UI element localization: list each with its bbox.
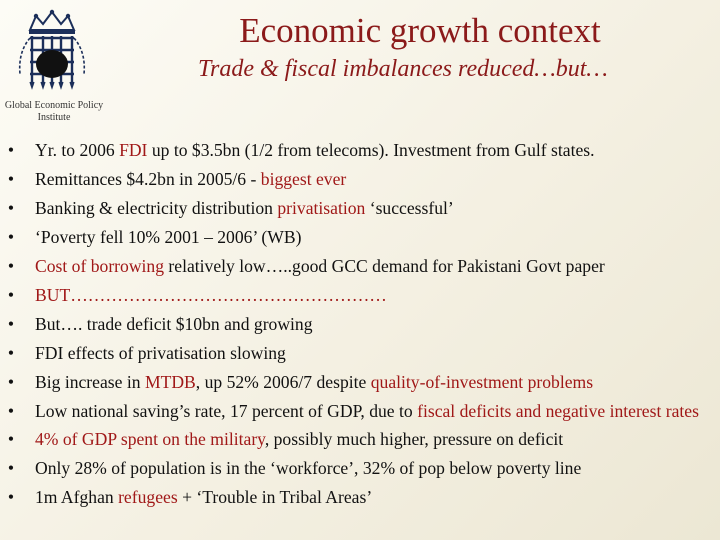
bullet-item: • Banking & electricity distribution priv…	[0, 197, 720, 219]
bullet-dot-icon: •	[7, 487, 15, 507]
bullet-text: Big increase in	[35, 372, 145, 392]
highlighted-text: quality-of-investment problems	[370, 372, 594, 392]
bullet-text: Only 28% of population is in the ‘workfo…	[35, 458, 582, 478]
bullet-item: • ‘Poverty fell 10% 2001 – 2006’ (WB)	[0, 226, 720, 248]
bullet-text: + ‘Trouble in Tribal Areas’	[177, 487, 373, 507]
bullet-dot-icon: •	[7, 401, 15, 421]
bullet-dot-icon: •	[7, 227, 15, 247]
highlighted-text: refugees	[118, 487, 178, 507]
bullet-dot-icon: •	[7, 314, 15, 334]
bullet-text: Yr. to 2006	[35, 140, 120, 160]
bullet-dot-icon: •	[7, 285, 15, 305]
bullet-item: • Yr. to 2006 FDI up to $3.5bn (1/2 from …	[0, 139, 720, 161]
bullet-dot-icon: •	[7, 458, 15, 478]
bullet-text: Remittances $4.2bn in 2005/6 -	[35, 169, 261, 189]
bullet-dot-icon: •	[7, 198, 15, 218]
bullet-text: ‘successful’	[365, 198, 454, 218]
bullet-dot-icon: •	[7, 429, 15, 449]
highlighted-text: FDI	[119, 140, 148, 160]
highlighted-text: privatisation	[277, 198, 366, 218]
bullet-item: • Big increase in MTDB, up 52% 2006/7 des…	[0, 371, 720, 393]
page-title: Economic growth context	[239, 11, 601, 50]
bullet-item: • 1m Afghan refugees + ‘Trouble in Tribal…	[0, 486, 720, 508]
highlighted-text: fiscal deficits and negative interest ra…	[417, 401, 699, 421]
bullet-item: • Cost of borrowing relatively low…..good…	[0, 255, 720, 277]
bullet-dot-icon: •	[7, 343, 15, 363]
bullet-list: • Yr. to 2006 FDI up to $3.5bn (1/2 from …	[0, 139, 720, 515]
bullet-text: relatively low…..good GCC demand for Pak…	[164, 256, 605, 276]
bullet-dot-icon: •	[7, 372, 15, 392]
bullet-text: 1m Afghan	[35, 487, 119, 507]
highlighted-text: 4% of GDP spent on the military	[35, 429, 265, 449]
highlighted-text: Cost of borrowing	[35, 256, 165, 276]
bullet-dot-icon: •	[7, 140, 15, 160]
bullet-text: , possibly much higher, pressure on defi…	[264, 429, 564, 449]
logo-label: Global Economic Policy Institute	[4, 100, 104, 123]
bullet-item: • Low national saving’s rate, 17 percent …	[0, 400, 720, 422]
highlighted-text: MTDB	[144, 372, 196, 392]
bullet-text: FDI effects of privatisation slowing	[35, 343, 286, 363]
bullet-item: • BUT………………………………………………	[0, 284, 720, 306]
bullet-text: up to $3.5bn (1/2 from telecoms). Invest…	[147, 140, 595, 160]
bullet-item: • FDI effects of privatisation slowing	[0, 342, 720, 364]
bullet-dot-icon: •	[7, 256, 15, 276]
page-subtitle: Trade & fiscal imbalances reduced…but…	[198, 56, 608, 82]
bullet-item: • Only 28% of population is in the ‘workf…	[0, 457, 720, 479]
highlighted-text: BUT………………………………………………	[35, 285, 387, 305]
bullet-text: , up 52% 2006/7 despite	[195, 372, 371, 392]
bullet-item: • 4% of GDP spent on the military, possib…	[0, 428, 720, 450]
bullet-text: But…. trade deficit $10bn and growing	[35, 314, 313, 334]
bullet-text: Low national saving’s rate, 17 percent o…	[35, 401, 418, 421]
bullet-dot-icon: •	[7, 169, 15, 189]
bullet-item: • But…. trade deficit $10bn and growing	[0, 313, 720, 335]
bullet-text: ‘Poverty fell 10% 2001 – 2006’ (WB)	[35, 227, 302, 247]
portcullis-icon	[18, 9, 86, 90]
highlighted-text: biggest ever	[260, 169, 347, 189]
bullet-text: Banking & electricity distribution	[35, 198, 278, 218]
bullet-item: • Remittances $4.2bn in 2005/6 - biggest …	[0, 168, 720, 190]
